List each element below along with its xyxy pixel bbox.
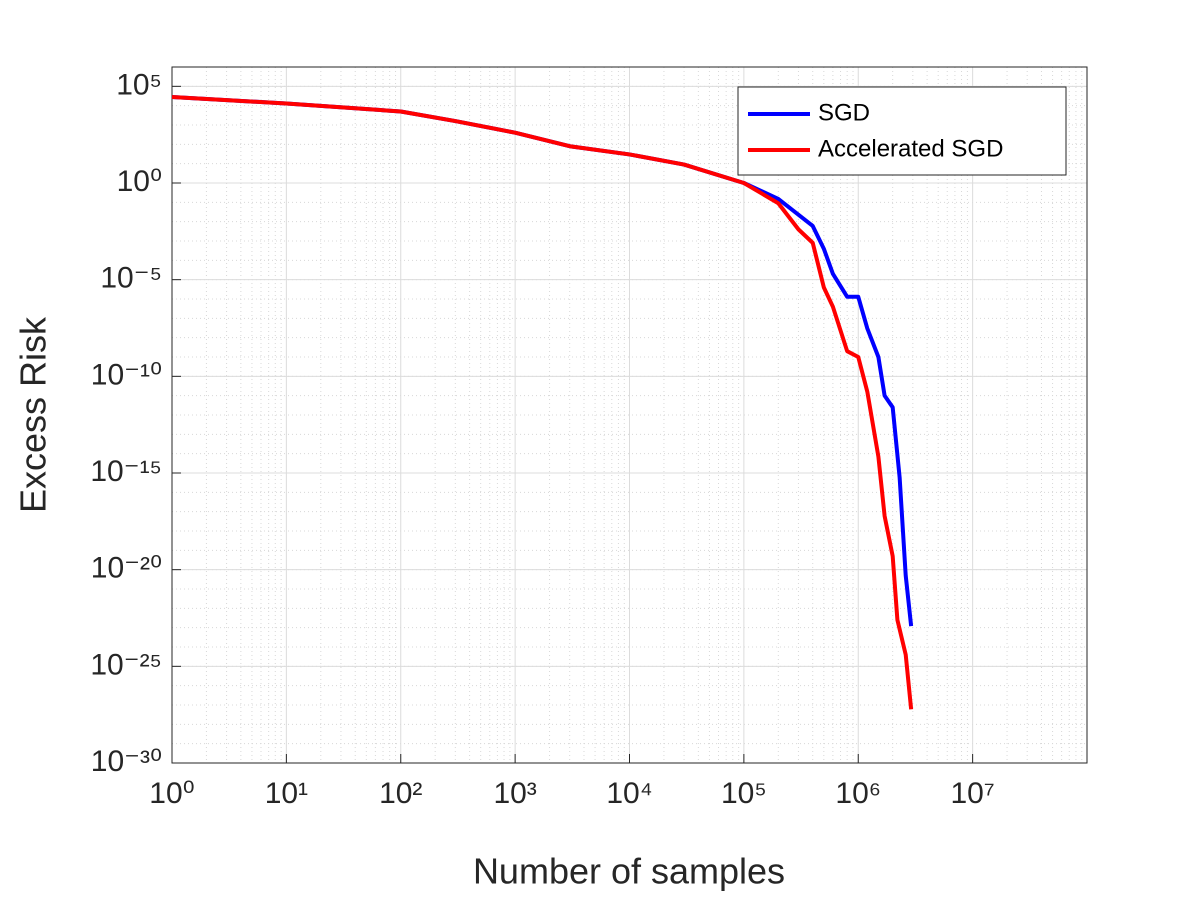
y-tick-label: 10⁻¹⁰ <box>91 358 162 391</box>
x-tick-label: 10⁵ <box>721 777 767 810</box>
legend: SGD Accelerated SGD <box>737 86 1067 176</box>
legend-box <box>737 86 1067 176</box>
grid <box>171 67 1087 764</box>
x-tick-label: 10⁰ <box>149 777 194 810</box>
x-tick-label: 10³ <box>493 777 536 810</box>
x-axis-label: Number of samples <box>473 851 785 892</box>
y-tick-label: 10⁻¹⁵ <box>90 455 162 488</box>
x-tick-label: 10⁷ <box>951 777 995 810</box>
y-tick-label: 10⁻²⁰ <box>91 552 162 585</box>
series-line <box>171 95 914 627</box>
y-tick-label: 10⁻²⁵ <box>90 648 162 681</box>
series-line <box>171 95 914 710</box>
x-tick-label: 10⁶ <box>835 777 881 810</box>
y-tick-label: 10⁻⁵ <box>100 262 162 295</box>
y-tick-label: 10⁵ <box>116 68 162 101</box>
y-tick-label: 10⁻³⁰ <box>91 745 162 778</box>
y-axis-label: Excess Risk <box>13 316 54 513</box>
legend-label: SGD <box>818 99 870 126</box>
y-tick-label: 10⁰ <box>117 165 162 198</box>
x-tick-label: 10⁴ <box>606 777 652 810</box>
x-tick-label: 10¹ <box>265 777 308 810</box>
plot-frame <box>171 66 1088 764</box>
x-tick-label: 10² <box>379 777 422 810</box>
legend-label: Accelerated SGD <box>818 135 1003 162</box>
